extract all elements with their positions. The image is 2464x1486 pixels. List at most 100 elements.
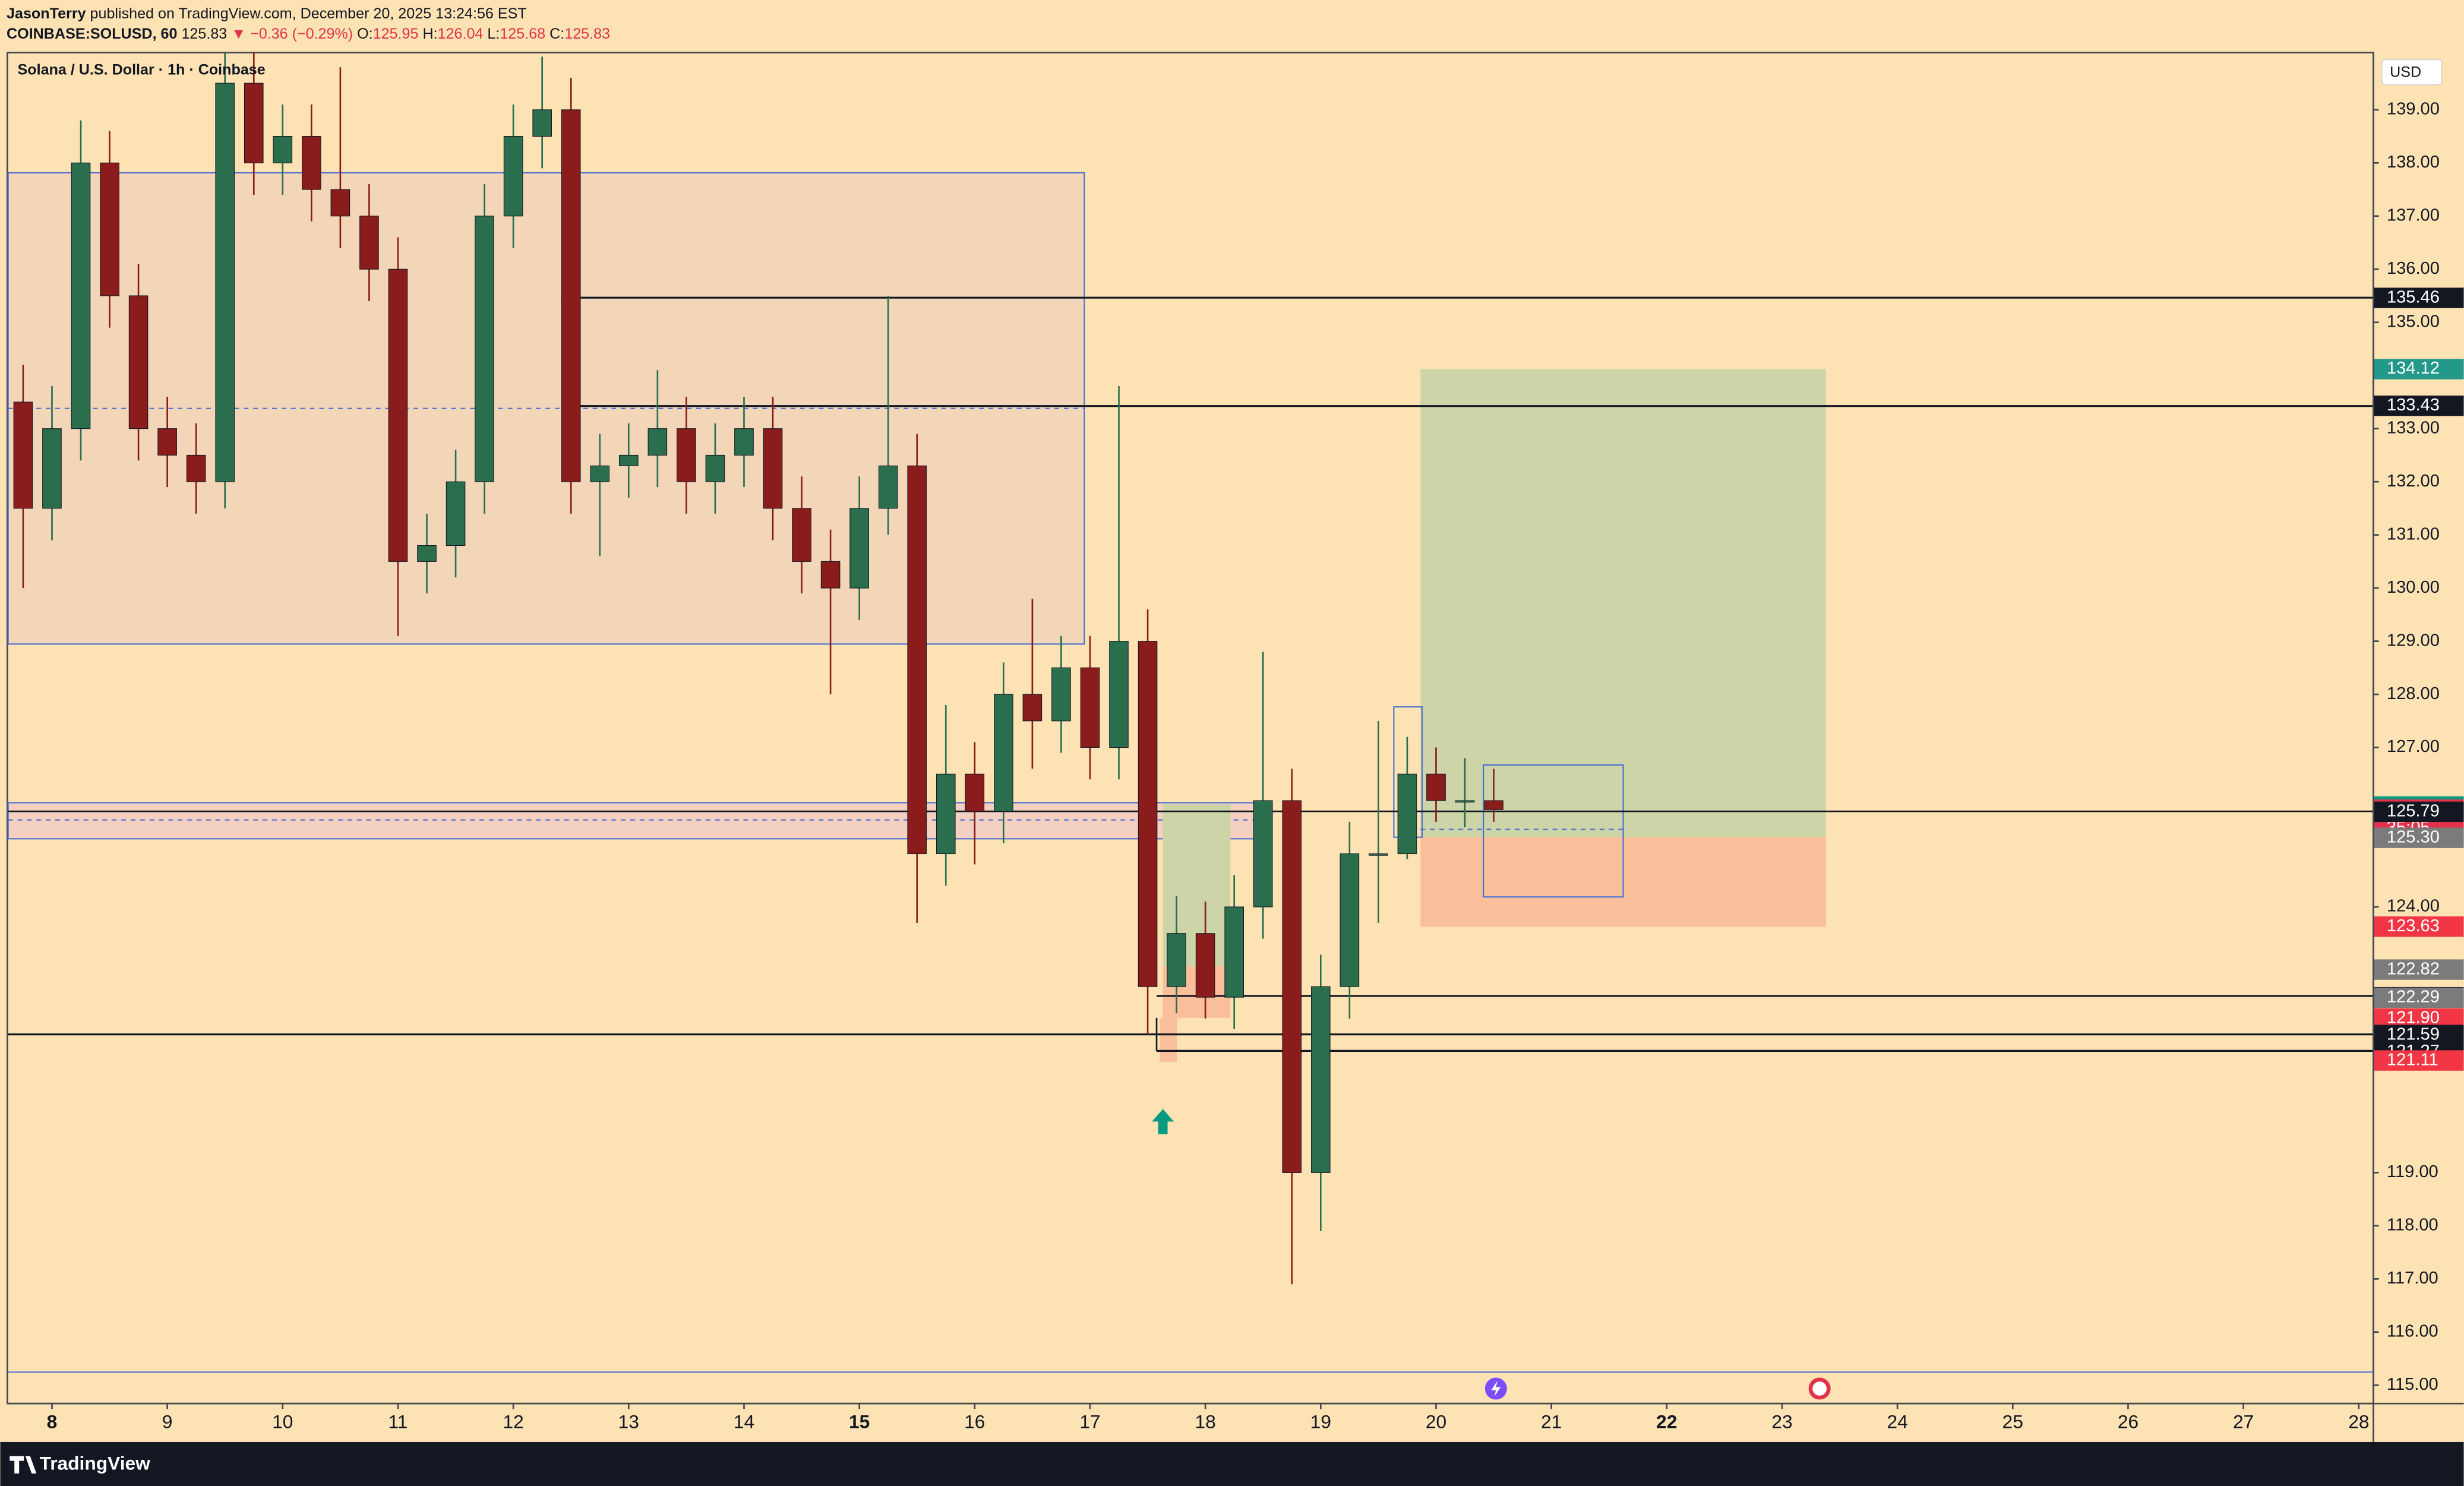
price-label-box bbox=[2374, 1050, 2464, 1071]
candle-body bbox=[302, 136, 321, 190]
y-tick-label: 118.00 bbox=[2387, 1216, 2438, 1235]
candle-body bbox=[965, 773, 985, 812]
price-label: 125.79 bbox=[2387, 802, 2440, 821]
x-tick-label: 27 bbox=[2233, 1411, 2254, 1433]
candle-body bbox=[677, 428, 696, 482]
byline: JasonTerry published on TradingView.com,… bbox=[7, 5, 527, 21]
candle-body bbox=[128, 295, 149, 429]
candle-body bbox=[503, 136, 523, 217]
candle-body bbox=[532, 109, 552, 137]
candle-body bbox=[330, 189, 350, 217]
price-label: 121.11 bbox=[2387, 1050, 2438, 1069]
brand: TradingView bbox=[40, 1453, 151, 1474]
price-label-box bbox=[2374, 801, 2464, 823]
axes: 115.00 116.00 117.00 118.00 119.00 124.00 127.… bbox=[47, 99, 2464, 1433]
open-label: O: bbox=[357, 26, 373, 42]
y-tick-label: 117.00 bbox=[2387, 1269, 2438, 1288]
y-tick-label: 136.00 bbox=[2387, 259, 2440, 278]
y-tick-label: 119.00 bbox=[2387, 1162, 2438, 1181]
currency-button[interactable] bbox=[2381, 59, 2443, 86]
x-tick-label: 13 bbox=[618, 1411, 639, 1433]
event-icon-glyph bbox=[1491, 1380, 1501, 1397]
candle-body bbox=[820, 561, 841, 589]
author: JasonTerry bbox=[7, 5, 86, 21]
x-tick-label: 21 bbox=[1541, 1411, 1562, 1433]
x-tick-label: 11 bbox=[388, 1411, 408, 1433]
box bbox=[1483, 764, 1624, 898]
y-tick-label: 131.00 bbox=[2387, 524, 2440, 543]
price-label-box bbox=[2374, 916, 2464, 937]
candle-body bbox=[71, 162, 91, 429]
candle-body bbox=[1282, 800, 1302, 1173]
x-tick-label: 23 bbox=[1771, 1411, 1792, 1433]
candle-body bbox=[1138, 641, 1158, 987]
candle-body bbox=[1253, 800, 1273, 908]
candle-body bbox=[388, 268, 408, 562]
candle-body bbox=[1340, 853, 1360, 987]
price-label: 134.12 bbox=[2387, 359, 2440, 378]
x-tick-label: 12 bbox=[503, 1411, 524, 1433]
price-label-box bbox=[2374, 987, 2464, 1008]
y-tick-label: 137.00 bbox=[2387, 205, 2440, 225]
last: 125.83 bbox=[181, 26, 227, 42]
low: 125.68 bbox=[500, 26, 545, 42]
stop-zone bbox=[1160, 1017, 1177, 1062]
x-tick-label: 17 bbox=[1079, 1411, 1100, 1433]
x-tick-label: 10 bbox=[272, 1411, 293, 1433]
candle-body bbox=[734, 428, 754, 456]
high: 126.04 bbox=[438, 26, 484, 42]
candle-body bbox=[1022, 694, 1043, 722]
y-tick-label: 124.00 bbox=[2387, 897, 2440, 916]
y-tick-label: 115.00 bbox=[2387, 1375, 2438, 1394]
candle-body bbox=[1426, 773, 1446, 801]
brand-logo bbox=[10, 1456, 37, 1474]
candle-body bbox=[1455, 800, 1475, 803]
candle-body bbox=[186, 454, 206, 482]
high-label: H: bbox=[422, 26, 437, 42]
candle-body bbox=[273, 136, 293, 163]
candle-body bbox=[359, 216, 379, 270]
y-tick-label: 127.00 bbox=[2387, 737, 2440, 756]
candle-body bbox=[647, 428, 668, 456]
event-icon-glyph bbox=[1812, 1381, 1827, 1396]
price-label-box bbox=[2374, 959, 2464, 980]
candle-body bbox=[446, 481, 466, 546]
candle-body bbox=[561, 109, 581, 482]
x-tick-label: 14 bbox=[734, 1411, 754, 1433]
y-tick-label: 135.00 bbox=[2387, 312, 2440, 331]
y-tick-label: 129.00 bbox=[2387, 631, 2440, 650]
candle-body bbox=[1484, 800, 1503, 810]
open: 125.95 bbox=[373, 26, 419, 42]
x-tick-label: 26 bbox=[2118, 1411, 2138, 1433]
price-label: 123.63 bbox=[2387, 916, 2440, 935]
candle-body bbox=[1369, 853, 1388, 856]
candle-body bbox=[1167, 933, 1186, 987]
price-label-box bbox=[2374, 396, 2464, 416]
candle-body bbox=[244, 83, 264, 163]
candle-body bbox=[1397, 773, 1417, 855]
price-label: 122.82 bbox=[2387, 959, 2440, 978]
candle-body bbox=[936, 773, 956, 855]
candle-body bbox=[1224, 906, 1244, 998]
target-zone bbox=[1420, 369, 1826, 837]
x-tick-label: 9 bbox=[162, 1411, 173, 1433]
price-label: 121.90 bbox=[2387, 1008, 2440, 1027]
candle-body bbox=[849, 508, 869, 589]
price-label-box bbox=[2374, 287, 2464, 308]
footer bbox=[0, 1441, 2464, 1486]
candle-body bbox=[1195, 933, 1215, 998]
x-tick-label: 16 bbox=[964, 1411, 985, 1433]
price-label: 135.46 bbox=[2387, 287, 2440, 306]
price-label-box bbox=[2374, 359, 2464, 380]
price-label: 125.30 bbox=[2387, 827, 2440, 846]
y-tick-label: 139.00 bbox=[2387, 99, 2440, 118]
price-label: 121.59 bbox=[2387, 1025, 2440, 1044]
candle-body bbox=[42, 428, 62, 509]
x-tick-label: 19 bbox=[1310, 1411, 1331, 1433]
x-tick-label: 28 bbox=[2348, 1411, 2369, 1433]
price-label-box bbox=[2374, 827, 2464, 848]
candle-body bbox=[763, 428, 783, 509]
candle-body bbox=[1109, 641, 1129, 748]
candle-body bbox=[100, 162, 119, 296]
